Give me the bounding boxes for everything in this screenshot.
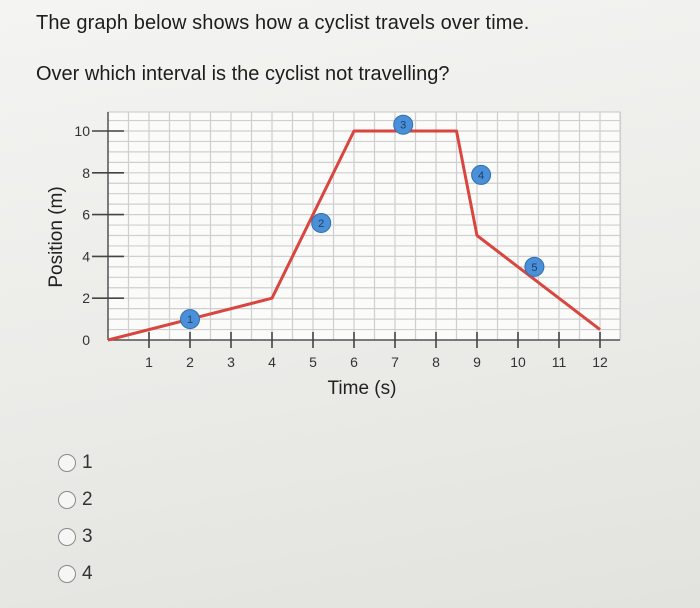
option-label: 2 <box>82 488 93 510</box>
interval-markers: 1 2 3 4 5 <box>180 114 545 330</box>
radio-button[interactable] <box>58 564 76 583</box>
x-tick-label: 4 <box>268 354 276 370</box>
y-axis-label: Position (m) <box>46 186 67 287</box>
interval-marker-label: 2 <box>318 218 324 230</box>
x-tick-label: 1 <box>145 354 153 370</box>
y-tick-label: 6 <box>82 207 90 223</box>
x-axis-label: Time (s) <box>328 378 397 399</box>
interval-marker-circle <box>180 309 200 330</box>
y-tick-label: 0 <box>82 332 90 348</box>
option-label: 1 <box>82 451 93 473</box>
interval-marker-label: 3 <box>400 120 406 132</box>
chart-grid <box>107 111 622 341</box>
option-1[interactable]: 1 <box>58 444 93 481</box>
option-3[interactable]: 3 <box>58 518 93 555</box>
grid-background <box>107 111 621 341</box>
radio-button[interactable] <box>58 527 76 546</box>
x-tick-label: 9 <box>473 354 481 370</box>
option-label: 4 <box>82 562 93 584</box>
answer-options: 1 2 3 4 <box>58 444 93 592</box>
interval-marker-circle <box>524 256 545 277</box>
option-label: 3 <box>82 525 93 547</box>
option-4[interactable]: 4 <box>58 555 93 592</box>
y-tick-label: 8 <box>82 165 90 181</box>
interval-marker-label: 5 <box>531 262 537 274</box>
question-prompt: Over which interval is the cyclist not t… <box>36 63 450 85</box>
radio-button[interactable] <box>58 490 76 509</box>
y-tick-label: 10 <box>74 123 90 139</box>
interval-marker-circle <box>393 114 414 135</box>
interval-marker-label: 4 <box>478 170 484 182</box>
x-tick-label: 12 <box>592 354 608 370</box>
radio-button[interactable] <box>58 453 76 472</box>
interval-marker-circle <box>471 164 492 185</box>
x-tick-label: 7 <box>391 354 399 370</box>
interval-marker-label: 1 <box>187 314 193 326</box>
x-tick-label: 2 <box>186 354 194 370</box>
option-2[interactable]: 2 <box>58 481 93 518</box>
question-title: The graph below shows how a cyclist trav… <box>36 12 530 34</box>
x-tick-label: 8 <box>432 354 440 370</box>
x-tick-label: 10 <box>510 354 526 370</box>
y-tick-label: 4 <box>82 248 90 264</box>
x-tick-label: 11 <box>552 354 567 370</box>
x-tick-label: 5 <box>309 354 317 370</box>
interval-marker-circle <box>311 212 332 233</box>
x-tick-label: 3 <box>227 354 235 370</box>
y-tick-label: 2 <box>82 290 90 306</box>
x-tick-label: 6 <box>350 354 358 370</box>
